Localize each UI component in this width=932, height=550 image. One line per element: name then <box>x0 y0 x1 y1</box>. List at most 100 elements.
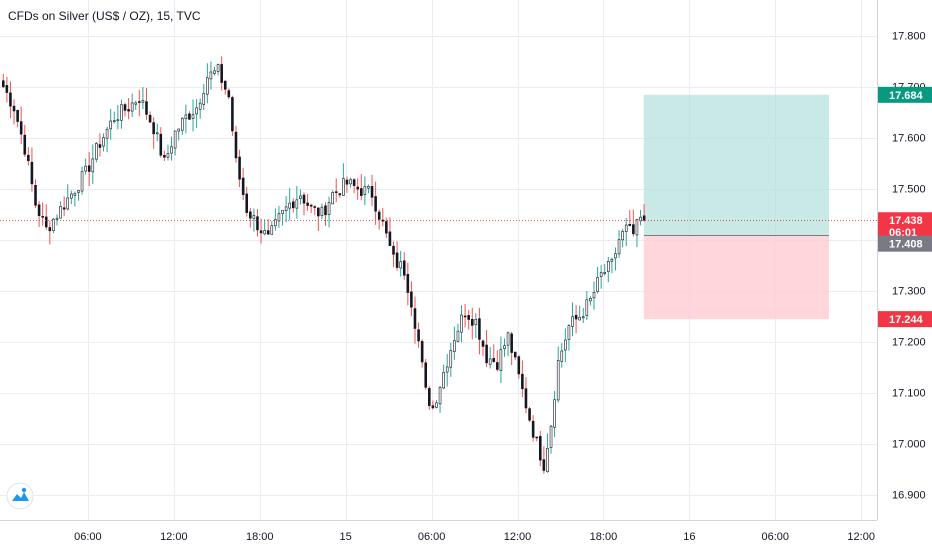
candle <box>188 111 191 120</box>
candle <box>284 196 288 223</box>
candle <box>112 111 116 124</box>
candle <box>610 257 614 274</box>
candle <box>621 228 624 248</box>
loss-zone[interactable] <box>643 235 829 320</box>
candle <box>245 186 249 217</box>
candle <box>370 174 374 207</box>
candle <box>116 105 120 130</box>
candle <box>399 250 402 277</box>
candle <box>331 190 334 205</box>
candle <box>603 263 607 276</box>
candle <box>596 267 599 294</box>
y-tick-label: 17.100 <box>892 388 926 400</box>
candle <box>213 67 216 76</box>
x-tick-label: 15 <box>340 531 352 543</box>
candle <box>1 73 5 88</box>
candle <box>48 221 52 245</box>
candle <box>59 201 62 219</box>
candle <box>359 173 363 201</box>
y-tick-label: 16.900 <box>892 490 926 502</box>
x-tick-label: 06:00 <box>418 531 446 543</box>
candle <box>209 61 213 90</box>
candle <box>263 219 266 236</box>
candle <box>474 313 478 339</box>
candle <box>155 123 159 142</box>
candle <box>546 433 549 473</box>
candle <box>44 204 48 230</box>
y-tick-label: 17.800 <box>892 31 926 43</box>
candle <box>288 188 291 221</box>
candle <box>37 201 41 228</box>
candle <box>395 241 399 271</box>
candle <box>481 339 485 357</box>
candle <box>291 198 295 213</box>
candle <box>499 336 503 384</box>
candle <box>152 117 155 149</box>
candle <box>535 436 538 442</box>
price-axis[interactable]: 17.80017.70017.60017.50017.40017.30017.2… <box>892 31 926 502</box>
candle <box>313 205 317 216</box>
candle <box>98 133 102 157</box>
candle <box>449 342 453 377</box>
candle <box>517 354 521 379</box>
candle <box>589 296 592 306</box>
price-badge: 17.684 <box>878 86 932 103</box>
candle <box>23 124 27 157</box>
candle <box>95 142 98 163</box>
candle <box>506 331 510 357</box>
candle <box>381 207 385 227</box>
x-tick-label: 18:00 <box>246 531 274 543</box>
candle <box>531 415 535 442</box>
candle <box>428 385 431 410</box>
chart-title: CFDs on Silver (US$ / OZ), 15, TVC <box>8 9 201 23</box>
candle <box>231 95 234 136</box>
price-badge-label: 17.244 <box>889 314 924 326</box>
time-axis[interactable]: 06:00 12:00 18:00 15 06:00 12:00 18:00 16 06:00 1… <box>74 531 875 543</box>
tradingview-logo-icon[interactable] <box>6 482 34 510</box>
candle <box>270 221 274 235</box>
candle <box>632 209 635 237</box>
candle <box>41 202 44 226</box>
candle <box>30 147 34 192</box>
candle <box>456 323 460 343</box>
candle <box>578 305 581 321</box>
candle <box>309 203 313 214</box>
candle <box>324 202 327 226</box>
candle <box>338 193 342 198</box>
candle <box>306 193 309 211</box>
candle <box>560 343 564 368</box>
candle <box>84 158 87 175</box>
candle <box>327 196 331 228</box>
candle <box>453 326 456 360</box>
candlesticks <box>1 56 646 474</box>
candle <box>317 207 320 231</box>
candle <box>170 136 173 161</box>
candle <box>571 302 574 337</box>
candle <box>485 329 488 367</box>
candle <box>241 167 245 201</box>
candle <box>492 344 496 364</box>
candle <box>91 144 95 185</box>
candle <box>163 150 166 161</box>
candle <box>592 281 596 310</box>
candle <box>496 350 499 372</box>
candle <box>70 190 73 205</box>
candle <box>206 63 209 104</box>
price-badge: 17.244 <box>878 311 932 328</box>
candle <box>256 209 259 237</box>
candle <box>413 296 417 344</box>
profit-zone[interactable] <box>643 94 829 236</box>
long-position-tool[interactable] <box>643 94 829 320</box>
candle <box>345 176 349 193</box>
candle <box>27 147 30 166</box>
candle <box>181 117 184 135</box>
candle <box>259 218 263 244</box>
y-tick-label: 17.200 <box>892 337 926 349</box>
candle <box>334 178 338 203</box>
price-badge-label: 17.408 <box>889 239 923 251</box>
candle <box>556 346 560 403</box>
candle <box>220 56 223 91</box>
candle <box>191 99 195 132</box>
candle <box>9 81 12 119</box>
